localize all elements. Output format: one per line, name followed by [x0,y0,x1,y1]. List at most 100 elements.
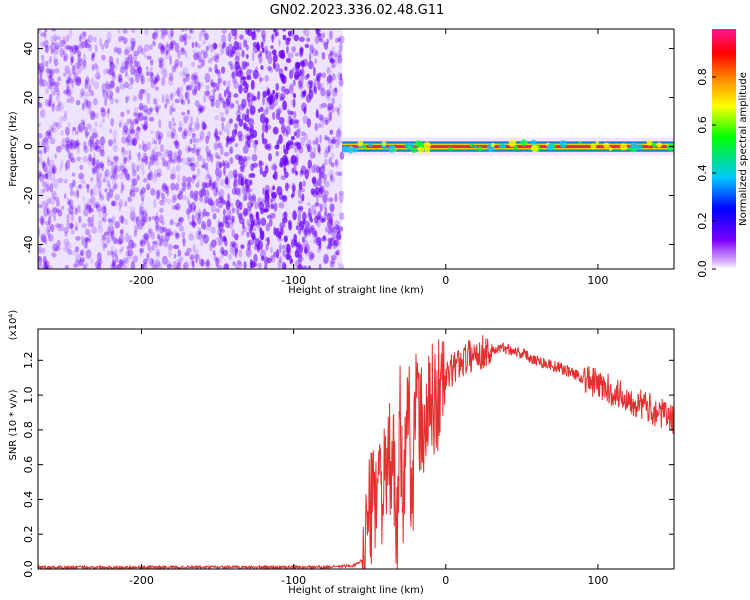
noise-speck [152,40,156,47]
noise-speck [155,86,159,91]
noise-speck [45,67,51,74]
noise-speck [66,33,70,42]
noise-speck [280,93,286,100]
noise-speck [243,86,249,94]
noise-speck [154,259,161,269]
noise-speck [233,40,239,51]
noise-speck [142,116,147,121]
noise-speck [106,31,112,41]
noise-speck [47,156,50,167]
noise-speck [225,107,229,115]
noise-speck [130,129,135,135]
signal-blob [387,144,396,153]
noise-speck [217,265,223,269]
noise-speck [189,190,194,199]
noise-speck [205,45,209,52]
noise-speck [74,259,80,268]
noise-speck [144,43,150,53]
noise-speck [69,45,74,53]
noise-speck [204,174,209,182]
noise-speck [89,135,95,145]
noise-speck [109,96,115,105]
y-tick-label: 0.8 [22,421,35,439]
noise-speck [204,72,211,83]
noise-speck [139,203,143,213]
noise-speck [319,203,323,213]
noise-speck [39,62,45,72]
noise-speck [184,73,191,78]
noise-speck [40,201,47,210]
noise-speck [94,112,99,119]
noise-speck [131,46,134,51]
noise-speck [246,68,252,79]
noise-speck [125,70,128,78]
noise-speck [196,167,201,177]
noise-speck [118,74,123,82]
noise-speck [105,68,111,74]
noise-speck [218,222,224,232]
noise-speck [88,233,92,242]
noise-speck [108,55,114,65]
noise-speck [265,106,270,112]
snr-frame [37,328,675,570]
noise-speck [153,98,158,105]
noise-speck [292,79,296,87]
noise-speck [261,231,264,240]
noise-speck [300,46,304,56]
noise-speck [131,242,137,248]
noise-speck [144,155,149,165]
noise-speck [141,210,148,219]
noise-speck [86,100,92,109]
noise-speck [254,139,259,145]
noise-speck [157,190,161,200]
noise-speck [149,59,155,64]
noise-speck [84,38,88,49]
noise-speck [51,190,57,199]
noise-speck [130,137,136,146]
noise-speck [98,258,103,265]
noise-speck [193,74,199,85]
noise-speck [329,74,332,82]
noise-speck [231,29,237,37]
noise-speck [231,248,234,256]
noise-speck [38,77,45,87]
noise-speck [100,163,105,172]
noise-speck [140,187,146,194]
noise-speck [78,215,82,224]
noise-speck [235,100,239,105]
noise-speck [129,77,134,85]
noise-speck [180,181,187,187]
noise-speck [38,256,43,266]
signal-blob [368,142,373,147]
noise-speck [259,51,262,57]
noise-speck [246,108,250,117]
noise-speck [143,109,149,115]
noise-speck [245,247,252,258]
noise-speck [148,228,153,234]
noise-speck [48,75,52,82]
noise-speck [53,58,59,67]
noise-speck [112,261,117,269]
noise-speck [227,128,230,139]
noise-speck [204,162,209,171]
noise-speck [90,196,96,204]
noise-speck [85,237,91,244]
noise-speck [146,182,150,191]
noise-speck [275,151,280,157]
noise-speck [55,223,61,229]
noise-speck [322,194,328,203]
noise-speck [55,209,59,214]
noise-speck [69,139,74,147]
noise-speck [320,237,327,242]
noise-speck [228,43,233,51]
noise-speck [130,65,136,76]
noise-speck [69,222,74,230]
noise-speck [178,126,183,132]
noise-speck [324,119,329,126]
signal-blob [530,139,537,146]
noise-speck [55,92,61,102]
noise-speck [284,171,289,178]
noise-speck [102,241,106,252]
noise-speck [277,259,282,269]
